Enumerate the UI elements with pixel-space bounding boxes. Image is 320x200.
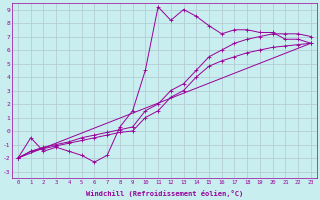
- X-axis label: Windchill (Refroidissement éolien,°C): Windchill (Refroidissement éolien,°C): [86, 190, 243, 197]
